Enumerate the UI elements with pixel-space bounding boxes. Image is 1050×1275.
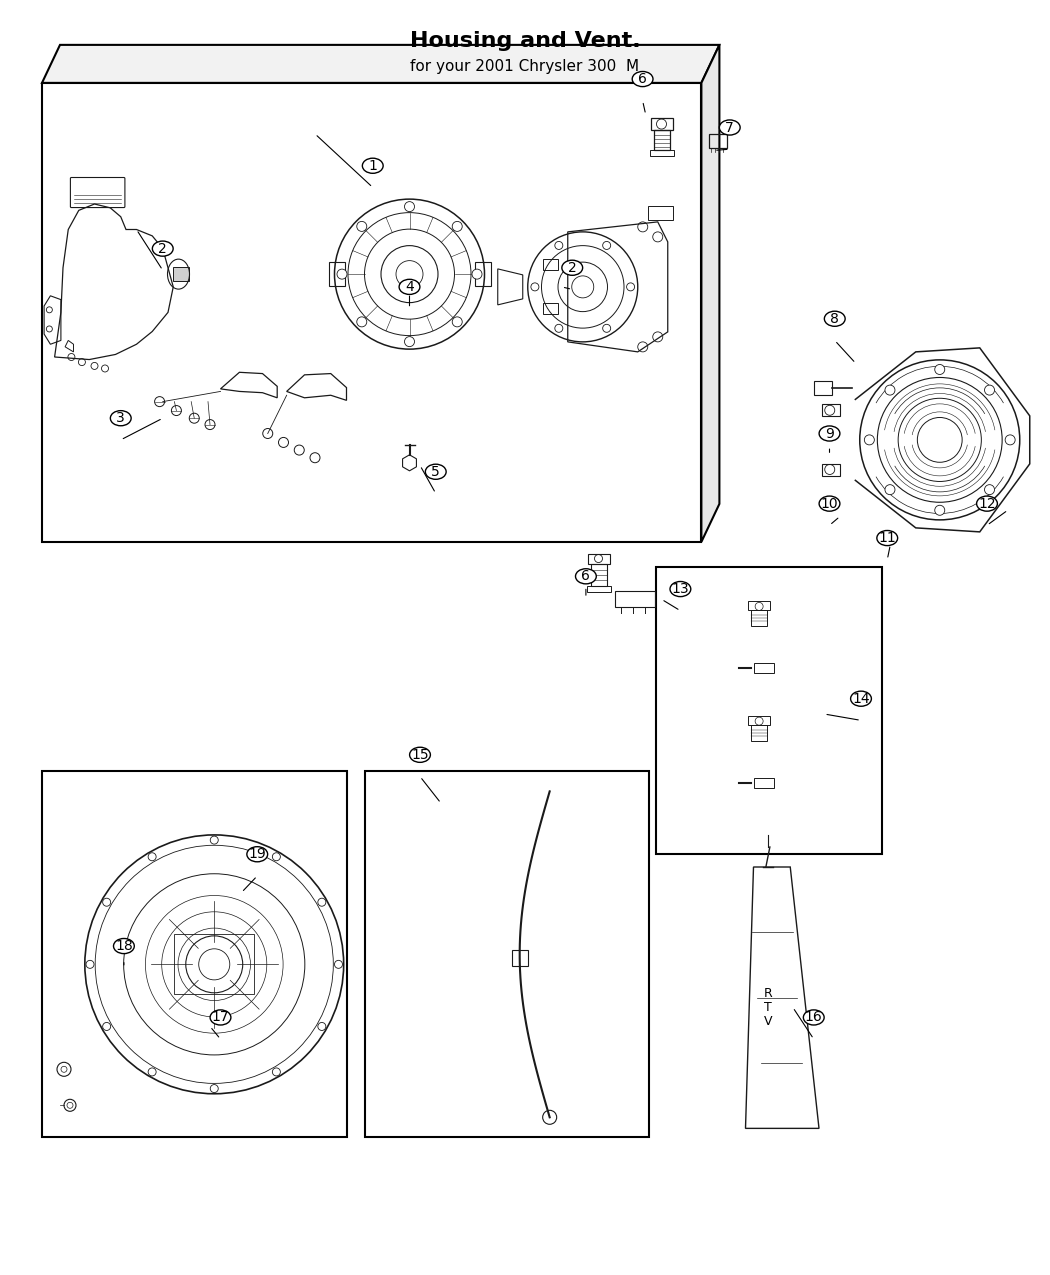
Circle shape	[603, 241, 611, 250]
Circle shape	[318, 1023, 326, 1030]
Text: 15: 15	[412, 748, 428, 761]
Circle shape	[934, 505, 945, 515]
Circle shape	[272, 853, 280, 861]
Text: 2: 2	[159, 242, 167, 255]
Circle shape	[985, 484, 994, 495]
Ellipse shape	[877, 530, 898, 546]
Text: R
T
V: R T V	[763, 987, 772, 1028]
Ellipse shape	[850, 691, 871, 706]
Polygon shape	[42, 45, 719, 83]
Ellipse shape	[819, 496, 840, 511]
Circle shape	[885, 385, 895, 395]
Ellipse shape	[819, 426, 840, 441]
Circle shape	[453, 317, 462, 326]
Circle shape	[318, 898, 326, 907]
Circle shape	[357, 222, 366, 231]
Text: 19: 19	[249, 848, 266, 861]
Ellipse shape	[399, 279, 420, 295]
Circle shape	[603, 324, 611, 333]
Circle shape	[885, 484, 895, 495]
Circle shape	[357, 317, 366, 326]
Ellipse shape	[110, 411, 131, 426]
Ellipse shape	[113, 938, 134, 954]
Circle shape	[1005, 435, 1015, 445]
Text: 13: 13	[672, 583, 689, 595]
Text: 5: 5	[432, 465, 440, 478]
Ellipse shape	[210, 1010, 231, 1025]
Circle shape	[148, 1068, 156, 1076]
Circle shape	[210, 836, 218, 844]
Ellipse shape	[425, 464, 446, 479]
Circle shape	[272, 1068, 280, 1076]
Circle shape	[103, 1023, 110, 1030]
Ellipse shape	[719, 120, 740, 135]
Ellipse shape	[824, 311, 845, 326]
Text: 8: 8	[831, 312, 839, 325]
Circle shape	[934, 365, 945, 375]
Circle shape	[627, 283, 634, 291]
Text: 12: 12	[979, 497, 995, 510]
Circle shape	[57, 1062, 71, 1076]
Text: 3: 3	[117, 412, 125, 425]
Circle shape	[531, 283, 539, 291]
Ellipse shape	[803, 1010, 824, 1025]
Bar	[42, 771, 347, 1137]
Bar	[365, 771, 649, 1137]
Circle shape	[337, 269, 346, 279]
Text: 9: 9	[825, 427, 834, 440]
Polygon shape	[701, 45, 719, 542]
Text: Housing and Vent.: Housing and Vent.	[410, 31, 640, 51]
Circle shape	[554, 241, 563, 250]
Circle shape	[472, 269, 482, 279]
Text: 2: 2	[568, 261, 576, 274]
Ellipse shape	[362, 158, 383, 173]
Circle shape	[453, 222, 462, 231]
Text: 18: 18	[116, 940, 132, 952]
Circle shape	[864, 435, 875, 445]
Text: 14: 14	[853, 692, 869, 705]
Circle shape	[86, 960, 94, 968]
Text: 1: 1	[369, 159, 377, 172]
Circle shape	[210, 1085, 218, 1093]
Text: 6: 6	[582, 570, 590, 583]
Circle shape	[404, 337, 415, 347]
Text: 6: 6	[638, 73, 647, 85]
Text: 11: 11	[879, 532, 896, 544]
Circle shape	[335, 960, 342, 968]
Text: for your 2001 Chrysler 300  M: for your 2001 Chrysler 300 M	[411, 59, 639, 74]
Text: 7: 7	[726, 121, 734, 134]
Ellipse shape	[247, 847, 268, 862]
Text: 17: 17	[212, 1011, 229, 1024]
Text: 4: 4	[405, 280, 414, 293]
Circle shape	[103, 898, 110, 907]
Circle shape	[148, 853, 156, 861]
Ellipse shape	[670, 581, 691, 597]
Circle shape	[404, 201, 415, 212]
Circle shape	[554, 324, 563, 333]
Bar	[656, 567, 882, 854]
Ellipse shape	[632, 71, 653, 87]
Ellipse shape	[152, 241, 173, 256]
Circle shape	[985, 385, 994, 395]
Text: 10: 10	[821, 497, 838, 510]
Ellipse shape	[410, 747, 430, 762]
Text: 16: 16	[805, 1011, 822, 1024]
Ellipse shape	[575, 569, 596, 584]
Ellipse shape	[976, 496, 997, 511]
Ellipse shape	[562, 260, 583, 275]
FancyArrow shape	[173, 268, 189, 280]
